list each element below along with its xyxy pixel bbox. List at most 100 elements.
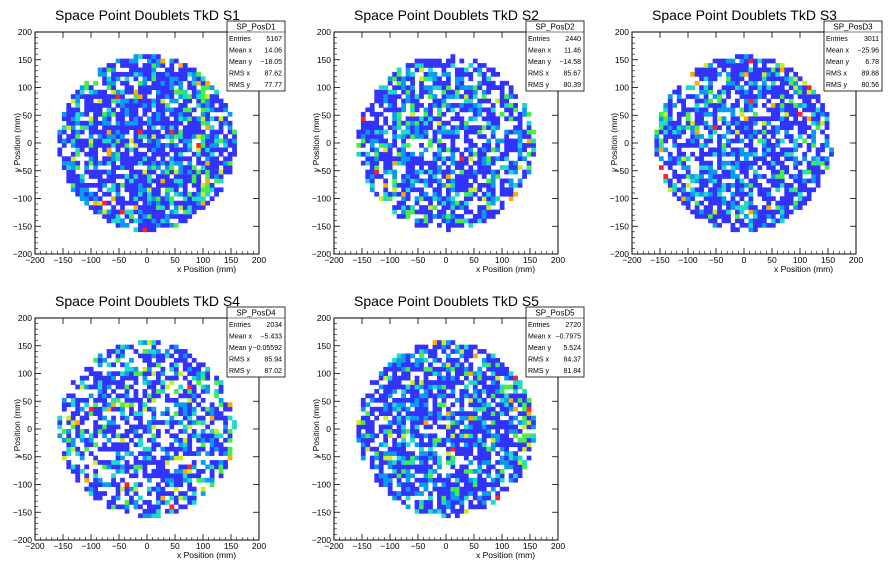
heatmap-cell [66,460,72,465]
heatmap-cell [396,468,402,474]
heatmap-cell [147,362,152,368]
heatmap-cell [508,147,514,153]
heatmap-cell [396,366,402,372]
heatmap-cell [717,134,722,139]
heatmap-cell [129,500,134,505]
heatmap-cell [414,420,420,425]
heatmap-cell [468,116,474,122]
heatmap-cell [508,196,514,202]
heatmap-cell [57,415,63,421]
heatmap-cell [369,393,375,399]
heatmap-cell [486,107,492,113]
heatmap-cell [205,187,211,193]
heatmap-cell [811,169,816,175]
heatmap-cell [437,473,442,479]
heatmap-cell [490,134,496,139]
heatmap-cell [129,120,134,126]
heatmap-cell [182,504,188,510]
heatmap-cell [106,424,112,430]
heatmap-cell [703,63,709,68]
heatmap-cell [486,214,492,219]
heatmap-cell [428,362,433,368]
heatmap-cell [223,160,228,166]
heatmap-cell [401,486,406,492]
heatmap-cell [102,178,107,184]
heatmap-cell [405,375,411,381]
heatmap-cell [414,169,420,175]
heatmap-cell [120,222,125,228]
heatmap-cell [214,89,219,95]
heatmap-cell [459,429,465,434]
heatmap-cell [84,120,90,126]
heatmap-cell [392,116,398,122]
heatmap-cell [419,58,424,64]
heatmap-cell [681,165,687,170]
heatmap-cell [57,433,63,439]
heatmap-cell [392,402,398,408]
heatmap-cell [829,151,834,157]
heatmap-cell [147,89,152,95]
heatmap-cell [191,116,197,122]
heatmap-cell [437,371,442,377]
heatmap-cell [392,111,398,117]
heatmap-cell [797,94,803,99]
heatmap-cell [699,98,704,104]
heatmap-cell [142,424,148,430]
heatmap-cell [106,107,112,113]
heatmap-cell [423,420,429,425]
heatmap-cell [504,94,510,99]
heatmap-cell [374,151,380,157]
heatmap-cell [685,174,691,179]
heatmap-cell [120,415,125,421]
heatmap-cell [437,491,442,496]
heatmap-cell [517,446,523,452]
heatmap-cell [446,222,451,228]
heatmap-cell [463,134,469,139]
heatmap-cell [481,349,487,354]
heatmap-cell [490,107,496,113]
heatmap-cell [405,182,411,188]
heatmap-cell [84,402,90,408]
heatmap-cell [730,151,736,157]
heatmap-cell [784,169,790,175]
heatmap-cell [200,442,206,448]
heatmap-cell [111,94,116,99]
heatmap-cell [138,437,143,443]
heatmap-cell [84,187,90,193]
heatmap-cell [392,98,398,104]
heatmap-cell [392,491,398,496]
heatmap-cell [410,491,415,496]
heatmap-cell [111,214,116,219]
heatmap-cell [658,125,664,130]
heatmap-cell [392,446,398,452]
heatmap-cell [70,120,76,126]
heatmap-cell [218,147,224,153]
heatmap-cell [477,477,483,483]
heatmap-cell [793,111,799,117]
heatmap-cell [178,218,184,224]
stats-box-frame [525,20,585,92]
heatmap-cell [182,182,188,188]
heatmap-cell [459,187,465,193]
heatmap-cell [365,174,371,179]
heatmap-cell [712,76,718,82]
heatmap-cell [169,366,175,372]
heatmap-cell [463,205,469,210]
heatmap-cell [374,116,380,122]
heatmap-cell [115,138,121,144]
heatmap-cell [414,178,420,184]
heatmap-cell [205,103,211,108]
heatmap-cell [111,460,116,465]
heatmap-cell [459,366,465,372]
heatmap-cell [454,222,460,228]
heatmap-cell [124,63,130,68]
heatmap-cell [200,143,206,148]
heatmap-cell [178,504,184,510]
heatmap-cell [387,433,393,439]
heatmap-cell [802,85,808,91]
heatmap-cell [111,477,116,483]
heatmap-cell [477,103,483,108]
heatmap-cell [459,200,465,206]
heatmap-cell [517,468,523,474]
